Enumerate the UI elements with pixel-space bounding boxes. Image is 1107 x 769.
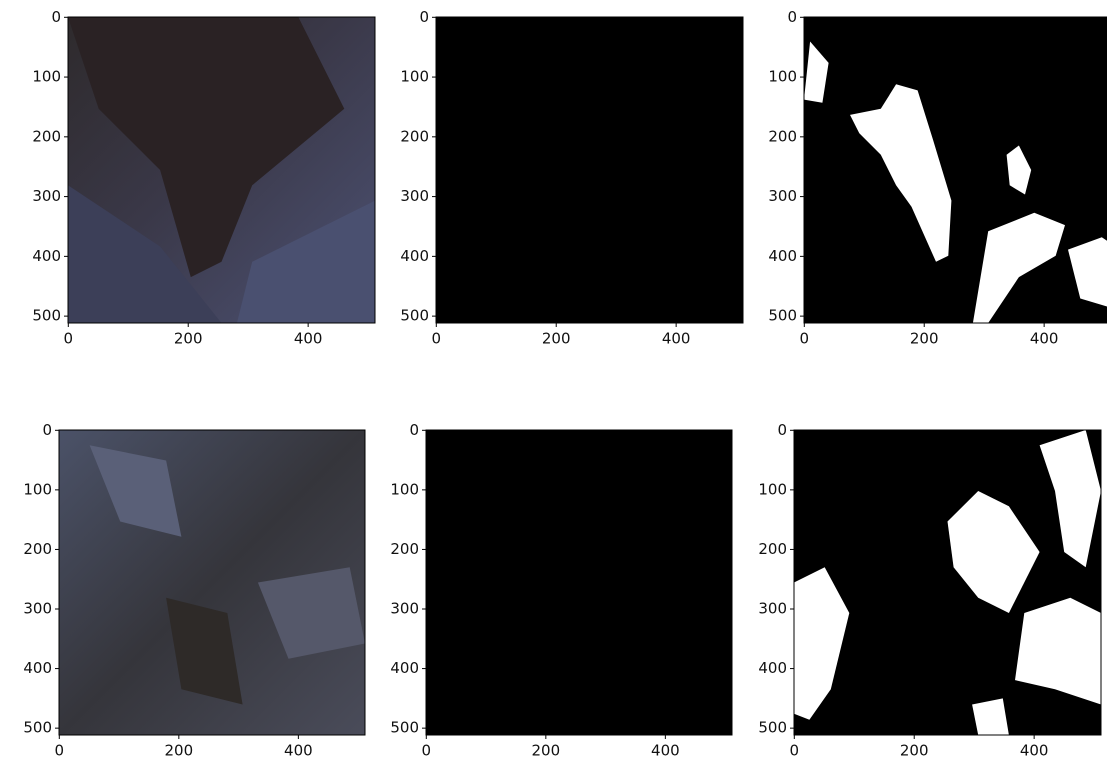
x-tick-label: 200 (532, 742, 561, 760)
image-region (972, 698, 1009, 735)
y-tick-label: 500 (32, 307, 61, 325)
x-tick-label: 400 (662, 330, 691, 348)
subplot: 0 200 400 0 100 200 300 400 500 (758, 421, 1101, 760)
y-tick-label: 100 (758, 480, 787, 498)
image-background (436, 17, 743, 323)
y-tick-label: 100 (768, 68, 797, 86)
y-tick-label: 100 (400, 68, 429, 86)
y-tick-label: 0 (419, 8, 429, 26)
y-tick-label: 100 (390, 480, 419, 498)
y-tick-label: 400 (758, 659, 787, 677)
y-tick-label: 400 (768, 247, 797, 265)
y-tick-label: 400 (23, 659, 52, 677)
subplot: 0 200 400 0 100 200 300 400 500 (23, 421, 365, 760)
x-tick-label: 400 (284, 742, 313, 760)
y-tick-label: 0 (777, 421, 787, 439)
y-tick-label: 400 (400, 247, 429, 265)
x-tick-label: 0 (422, 742, 432, 760)
y-tick-label: 300 (400, 187, 429, 205)
y-tick-label: 0 (787, 8, 797, 26)
image (68, 17, 375, 323)
y-tick-label: 300 (23, 600, 52, 618)
x-tick-label: 0 (64, 330, 74, 348)
image (804, 17, 1107, 323)
y-tick-label: 100 (23, 480, 52, 498)
subplot: 0 200 400 0 100 200 300 400 500 (390, 421, 732, 760)
x-tick-label: 200 (174, 330, 203, 348)
image (59, 430, 365, 735)
y-tick-label: 500 (400, 307, 429, 325)
y-tick-label: 0 (42, 421, 52, 439)
y-tick-label: 500 (390, 719, 419, 737)
x-tick-label: 200 (165, 742, 194, 760)
image-background (804, 17, 1107, 323)
subplot: 0 200 400 0 100 200 300 400 500 (768, 8, 1107, 348)
x-tick-label: 0 (55, 742, 65, 760)
y-tick-label: 300 (32, 187, 61, 205)
subplot: 0 200 400 0 100 200 300 400 500 (400, 8, 743, 348)
y-tick-label: 300 (390, 600, 419, 618)
x-tick-label: 200 (910, 330, 939, 348)
y-tick-label: 200 (400, 127, 429, 145)
image-background (426, 430, 732, 735)
x-tick-label: 400 (1030, 330, 1059, 348)
image (436, 17, 743, 323)
x-tick-label: 400 (294, 330, 323, 348)
y-tick-label: 500 (758, 719, 787, 737)
image (794, 430, 1101, 735)
x-tick-label: 0 (432, 330, 442, 348)
figure: 0200400010020030040050002004000100200300… (0, 0, 1107, 769)
y-tick-label: 100 (32, 68, 61, 86)
x-tick-label: 200 (900, 742, 929, 760)
y-tick-label: 300 (768, 187, 797, 205)
y-tick-label: 0 (51, 8, 61, 26)
y-tick-label: 200 (23, 540, 52, 558)
y-tick-label: 400 (390, 659, 419, 677)
y-tick-label: 200 (32, 127, 61, 145)
y-tick-label: 200 (390, 540, 419, 558)
image (426, 430, 732, 735)
x-tick-label: 0 (790, 742, 800, 760)
y-tick-label: 400 (32, 247, 61, 265)
y-tick-label: 200 (768, 127, 797, 145)
y-tick-label: 500 (23, 719, 52, 737)
subplot: 0 200 400 0 100 200 300 400 500 (32, 8, 375, 348)
y-tick-label: 200 (758, 540, 787, 558)
y-tick-label: 0 (409, 421, 419, 439)
x-tick-label: 200 (542, 330, 571, 348)
y-tick-label: 500 (768, 307, 797, 325)
x-tick-label: 0 (800, 330, 810, 348)
y-tick-label: 300 (758, 600, 787, 618)
x-tick-label: 400 (1020, 742, 1049, 760)
x-tick-label: 400 (651, 742, 680, 760)
